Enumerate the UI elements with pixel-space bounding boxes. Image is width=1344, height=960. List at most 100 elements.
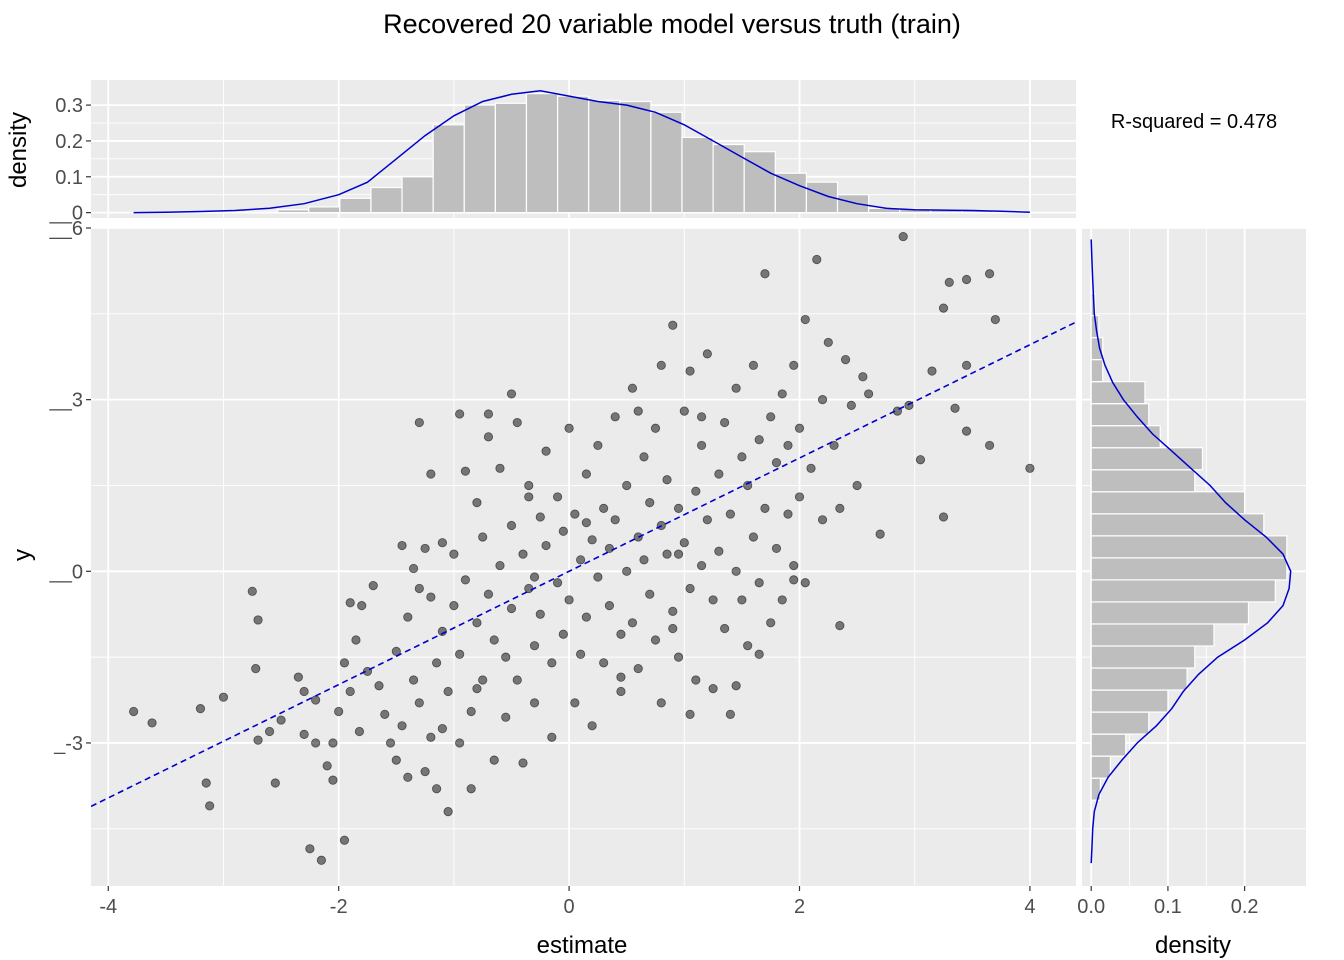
right-histogram-bar (1090, 425, 1161, 449)
scatter-point (408, 675, 419, 685)
scatter-point (501, 712, 511, 722)
top-histogram-bar (494, 102, 528, 214)
scatter-point (547, 732, 557, 742)
scatter-point (529, 698, 540, 708)
scatter-point (472, 683, 482, 694)
scatter-point (426, 732, 436, 742)
scatter-point (339, 658, 350, 668)
right-histogram-bar (1090, 359, 1104, 383)
scatter-point (593, 440, 603, 451)
scatter-point (354, 726, 365, 737)
scatter-point (426, 592, 436, 602)
scatter-point (414, 698, 424, 708)
top-histogram-bar (277, 209, 310, 214)
scatter-point (524, 583, 534, 594)
scatter-point (639, 452, 649, 462)
scatter-point (616, 686, 626, 697)
scatter-point (328, 738, 338, 748)
scatter-point (938, 512, 949, 522)
scatter-point (455, 738, 465, 748)
scatter-point (915, 455, 926, 465)
top-histogram-bar (525, 93, 559, 214)
scatter-point (195, 704, 206, 714)
scatter-point (247, 586, 257, 596)
scatter-point (299, 686, 309, 697)
scatter-point (147, 718, 157, 728)
top-histogram-bar (401, 176, 434, 214)
scatter-point (616, 629, 626, 639)
scatter-point (305, 844, 315, 854)
scatter-point (760, 269, 770, 279)
right-histogram-bar (1090, 381, 1146, 405)
right-histogram-bar (1090, 645, 1196, 669)
scatter-point (218, 692, 229, 702)
scatter-point (984, 269, 995, 279)
top-y-tick-label: __0 (49, 203, 83, 225)
scatter-point (455, 409, 465, 419)
y-tick-label: __0 (49, 561, 83, 583)
scatter-point (201, 778, 211, 788)
scatter-point (961, 274, 972, 285)
right-histogram-bar (1090, 403, 1150, 427)
top-histogram-bar (681, 136, 714, 214)
scatter-point (766, 618, 776, 628)
scatter-point (794, 492, 805, 502)
scatter-point (783, 440, 793, 451)
scatter-point (622, 480, 632, 491)
scatter-point (460, 466, 471, 476)
main-scatter-panel: -4 -2 0 2 4 _-3 __0 __3 __6 (49, 218, 1076, 918)
top-histogram-bar (805, 181, 839, 214)
scatter-point (656, 360, 666, 370)
scatter-point (748, 532, 759, 542)
right-x-tick-label: 0.1 (1154, 896, 1182, 918)
scatter-point (334, 706, 344, 717)
scatter-point (570, 509, 580, 519)
scatter-point (673, 549, 684, 559)
scatter-point (858, 372, 868, 382)
scatter-point (587, 721, 597, 731)
scatter-point (610, 412, 620, 422)
scatter-point (668, 606, 678, 616)
scatter-point (357, 601, 367, 611)
scatter-point (633, 532, 643, 542)
scatter-point (864, 389, 874, 399)
scatter-point (253, 615, 263, 625)
scatter-point (397, 540, 407, 551)
scatter-point (800, 314, 810, 325)
scatter-point (696, 412, 707, 422)
scatter-point (656, 698, 666, 708)
scatter-point (535, 512, 545, 522)
scatter-point (129, 706, 139, 717)
scatter-point (691, 675, 701, 685)
scatter-point (403, 612, 413, 622)
scatter-point (599, 503, 609, 513)
top-marginal-histogram: __0 0.1 0.2 0.3 (49, 80, 1076, 225)
right-histogram-bar (1090, 336, 1104, 361)
scatter-point (512, 675, 522, 685)
scatter-point (708, 595, 718, 605)
scatter-point (731, 681, 741, 691)
scatter-point (650, 423, 661, 433)
scatter-point (581, 469, 591, 479)
scatter-point (564, 595, 574, 605)
scatter-point (489, 755, 499, 765)
fit-line (91, 321, 1076, 808)
scatter-point (668, 623, 678, 634)
scatter-point (731, 566, 741, 576)
top-histogram-bar (588, 99, 621, 214)
scatter-point (696, 440, 707, 451)
scatter-point (276, 715, 286, 725)
scatter-point (800, 578, 810, 588)
scatter-point (299, 729, 309, 739)
scatter-point (472, 498, 482, 508)
right-histogram-bar (1090, 535, 1288, 559)
scatter-point (472, 618, 482, 628)
scatter-point (898, 231, 908, 242)
top-y-tick-label: 0.1 (55, 167, 83, 189)
scatter-point (558, 526, 568, 536)
scatter-point (720, 417, 730, 428)
scatter-point (541, 446, 551, 456)
right-marginal-x-axis-title: density (1155, 932, 1231, 959)
scatter-point (512, 417, 522, 428)
